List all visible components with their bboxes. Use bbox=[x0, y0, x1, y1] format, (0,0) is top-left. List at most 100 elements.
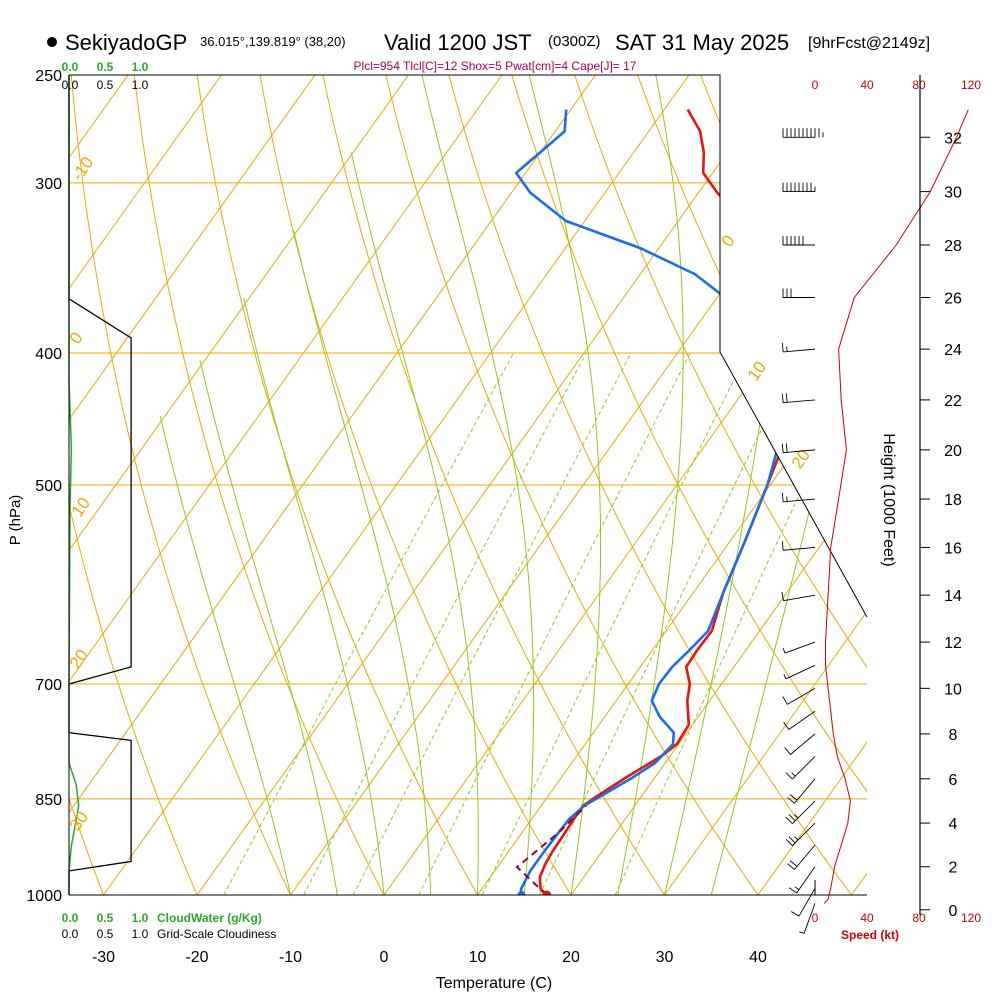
height-tick-label: 12 bbox=[944, 635, 962, 652]
wind-barb bbox=[792, 756, 816, 780]
wind-barb bbox=[792, 822, 816, 847]
isotherm-line bbox=[69, 75, 316, 895]
dewpoint-line bbox=[514, 109, 783, 895]
mixing-ratio-line bbox=[352, 352, 632, 895]
wind-barb bbox=[783, 498, 816, 503]
cloud-water-axis-top: 0.5 bbox=[97, 60, 114, 74]
wind-barb-feather bbox=[785, 816, 793, 824]
wind-barb-feather bbox=[783, 721, 790, 730]
pressure-tick-label: 400 bbox=[35, 346, 62, 363]
wind-barb bbox=[783, 547, 816, 551]
height-tick-label: 8 bbox=[949, 727, 958, 744]
wind-barb bbox=[784, 641, 816, 654]
cloudiness-axis-bottom: 0.5 bbox=[97, 927, 114, 941]
height-tick-label: 18 bbox=[944, 492, 962, 509]
wind-barb-feather bbox=[788, 814, 796, 822]
wind-barb bbox=[796, 866, 816, 894]
wind-speed-axis-top: 120 bbox=[961, 78, 981, 92]
temperature-tick-label: -30 bbox=[92, 949, 115, 966]
wind-barb-feather bbox=[790, 911, 800, 917]
height-tick-label: 16 bbox=[944, 540, 962, 557]
wind-barb bbox=[798, 888, 816, 917]
wind-speed-axis-bottom: 0 bbox=[812, 911, 819, 925]
wind-barb-feather bbox=[785, 393, 788, 403]
dry-adiabat bbox=[259, 75, 572, 895]
plot-frame bbox=[69, 74, 868, 618]
dry-adiabat bbox=[0, 75, 10, 895]
wind-speed-label: Speed (kt) bbox=[841, 928, 899, 942]
cloud-water-axis-bottom: 0.5 bbox=[97, 911, 114, 925]
moist-adiabat bbox=[617, 75, 684, 895]
moist-adiabat-label: 0 bbox=[718, 232, 739, 251]
pressure-tick-label: 1000 bbox=[26, 888, 62, 905]
valid-zulu: (0300Z) bbox=[548, 33, 601, 50]
height-axis-label: Height (1000 Feet) bbox=[880, 433, 897, 566]
height-tick-label: 30 bbox=[944, 185, 962, 202]
mixing-ratio-line bbox=[223, 352, 514, 895]
height-tick-label: 0 bbox=[949, 903, 958, 920]
cloud-water-axis-top: 0.0 bbox=[62, 60, 79, 74]
wind-barb-feather bbox=[781, 393, 784, 403]
dry-adiabat bbox=[574, 75, 867, 895]
wind-speed-axis-top: 0 bbox=[812, 78, 819, 92]
isotherm-line bbox=[477, 75, 867, 895]
temperature-tick-label: 30 bbox=[656, 949, 674, 966]
wind-barb-feather bbox=[781, 541, 784, 551]
isotherm-line bbox=[757, 75, 867, 895]
wind-barb-feather bbox=[781, 591, 784, 601]
pressure-tick-label: 700 bbox=[35, 677, 62, 694]
cloudiness-axis-top: 1.0 bbox=[132, 78, 149, 92]
moist-adiabat bbox=[528, 75, 602, 895]
isotherm-line bbox=[196, 75, 783, 895]
wind-barb-half-feather bbox=[794, 886, 800, 891]
valid-time: Valid 1200 JST bbox=[384, 30, 532, 55]
isotherm-line bbox=[69, 75, 222, 895]
mixing-ratio-line bbox=[539, 352, 800, 895]
cloud-water-axis-top: 1.0 bbox=[132, 60, 149, 74]
cloudiness-axis-bottom: 0.0 bbox=[62, 927, 79, 941]
station-marker bbox=[47, 37, 57, 47]
mixing-ratio-label: 12 bbox=[528, 896, 549, 917]
isotherm-line bbox=[0, 75, 34, 895]
height-tick-label: 10 bbox=[944, 681, 962, 698]
valid-date: SAT 31 May 2025 bbox=[615, 30, 789, 55]
wind-barb-half-feather bbox=[791, 772, 796, 777]
station-name: SekiyadoGP bbox=[65, 30, 187, 55]
wind-barb bbox=[790, 733, 816, 755]
wind-barb-feather bbox=[785, 772, 793, 780]
wind-barb-feather bbox=[789, 794, 798, 801]
wind-barb bbox=[794, 778, 816, 804]
isotherm-line bbox=[383, 75, 867, 895]
surface-temperature-point bbox=[542, 890, 552, 895]
pressure-tick-label: 250 bbox=[35, 68, 62, 85]
wind-speed-axis-bottom: 40 bbox=[860, 911, 874, 925]
temperature-tick-label: 0 bbox=[380, 949, 389, 966]
wind-barb bbox=[803, 903, 816, 934]
dry-adiabat bbox=[322, 75, 665, 895]
wind-speed-axis-bottom: 120 bbox=[961, 911, 981, 925]
wind-barb-half-feather bbox=[783, 674, 787, 680]
mixing-ratio-label: 8 bbox=[471, 900, 486, 916]
wind-barb-feather bbox=[785, 443, 788, 453]
mixing-ratio-label: 20 bbox=[603, 896, 624, 917]
height-tick-label: 28 bbox=[944, 238, 962, 255]
dry-adiabat bbox=[511, 75, 867, 895]
wind-speed-line bbox=[823, 109, 969, 904]
wind-barb bbox=[783, 449, 816, 454]
cloud-water-axis-bottom: 0.0 bbox=[62, 911, 79, 925]
height-tick-label: 24 bbox=[944, 342, 962, 359]
dry-adiabat bbox=[69, 75, 104, 895]
dry-adiabat bbox=[448, 75, 852, 895]
moist-adiabat bbox=[199, 360, 338, 895]
moist-adiabat-label: -10 bbox=[68, 153, 98, 184]
isotherm-line bbox=[69, 75, 503, 895]
wind-barb-feather bbox=[784, 747, 791, 755]
wind-barb bbox=[788, 710, 816, 730]
isotherm-line bbox=[664, 75, 867, 895]
temperature-tick-label: 40 bbox=[749, 949, 767, 966]
cloudiness-axis-bottom: 1.0 bbox=[132, 927, 149, 941]
wind-barb-feather bbox=[789, 860, 798, 867]
wind-barb-half-feather bbox=[794, 814, 799, 819]
isotherm-line bbox=[103, 75, 690, 895]
wind-barb-feather bbox=[781, 443, 784, 453]
